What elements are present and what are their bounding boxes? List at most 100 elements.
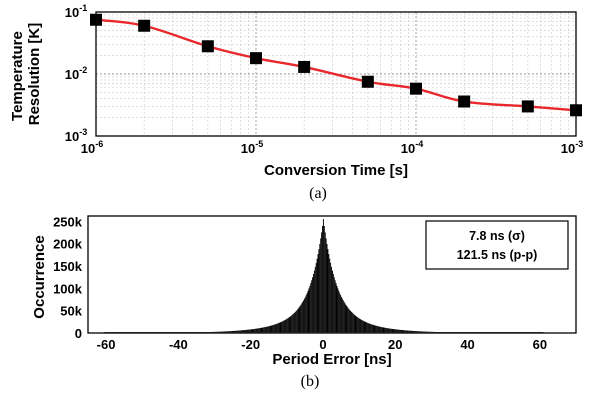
- chart-a-x-axis-label: Conversion Time [s]: [264, 162, 408, 179]
- chart-b-bar: [270, 325, 272, 333]
- chart-b-bar: [358, 318, 360, 333]
- chart-b-bar: [359, 318, 361, 333]
- chart-b-bar: [350, 311, 352, 333]
- chart-b-bar: [377, 326, 379, 333]
- chart-b-bar: [379, 326, 381, 333]
- chart-b-x-tick-label: -20: [241, 337, 260, 352]
- chart-b-bar: [346, 306, 348, 333]
- chart-b-y-tick-label: 100k: [53, 281, 83, 296]
- chart-b-bar: [403, 330, 405, 333]
- chart-b-bar: [386, 328, 388, 333]
- chart-a-series-path: [95, 18, 577, 112]
- chart-b-bar: [239, 330, 241, 333]
- chart-b-bar: [303, 298, 305, 333]
- chart-b-bar: [387, 328, 389, 333]
- chart-b-bar: [367, 322, 369, 333]
- chart-b-bar: [241, 330, 243, 333]
- chart-b-bar: [275, 324, 276, 333]
- chart-b-y-tick-label: 0: [75, 326, 82, 341]
- chart-b-bar: [397, 329, 399, 333]
- chart-b-stats-pp: 121.5 ns (p-p): [457, 248, 538, 262]
- chart-b-bar: [315, 262, 317, 333]
- chart-a-y-axis-label-line2: Resolution [K]: [26, 23, 43, 126]
- chart-b-bar: [300, 304, 302, 333]
- chart-b-bar: [343, 301, 345, 333]
- chart-b-bar: [306, 292, 308, 333]
- chart-b-bar: [260, 327, 262, 333]
- chart-b-bar: [373, 325, 375, 333]
- chart-b-bar: [319, 243, 321, 333]
- chart-b-bar: [349, 309, 351, 333]
- chart-a-plot-frame: [95, 11, 577, 137]
- chart-b-bar: [290, 315, 292, 333]
- chart-b-bar: [242, 330, 244, 333]
- chart-a-y-tick-labels: 10-1 10-2 10-3: [65, 3, 87, 144]
- chart-b-bar: [329, 258, 331, 333]
- chart-b-bar: [380, 326, 382, 333]
- chart-b-bar: [355, 315, 357, 333]
- chart-b-bar: [402, 330, 404, 333]
- chart-b-bar: [397, 329, 398, 333]
- chart-b-bar: [257, 328, 259, 333]
- chart-b-bar: [272, 325, 274, 333]
- chart-b-bar: [372, 324, 374, 333]
- chart-b-bar: [328, 254, 330, 333]
- chart-b-bar: [345, 304, 347, 333]
- chart-b-bar: [295, 310, 297, 333]
- chart-b-bar: [282, 321, 284, 333]
- chart-b-bar: [265, 326, 267, 333]
- chart-b-bar: [378, 326, 380, 333]
- chart-b-bar: [276, 323, 278, 333]
- chart-b-bar: [330, 262, 332, 333]
- chart-b-bar: [262, 327, 264, 333]
- chart-b-bar: [273, 324, 275, 333]
- chart-b-bar: [322, 225, 323, 333]
- chart-b-bar: [249, 329, 251, 333]
- chart-b-bar: [256, 328, 257, 333]
- chart-b-x-tick-label: 60: [533, 337, 547, 352]
- chart-b-bar: [258, 328, 260, 333]
- chart-b-bar: [297, 308, 299, 333]
- chart-b-y-axis-label: Occurrence: [31, 235, 48, 318]
- chart-b-bar: [344, 303, 346, 333]
- chart-b-y-tick-label: 150k: [53, 259, 83, 274]
- chart-b-bar: [363, 321, 365, 333]
- chart-b-bar: [320, 238, 322, 333]
- chart-b-bar: [236, 330, 238, 333]
- chart-b-bar: [246, 329, 248, 333]
- chart-b-bar: [316, 258, 318, 333]
- chart-a-x-tick-labels: 10-6 10-5 10-4 10-3: [81, 139, 583, 156]
- chart-b-bar: [291, 315, 293, 333]
- chart-b-bar: [406, 330, 408, 333]
- chart-b-bar: [362, 320, 364, 333]
- chart-b-bar: [244, 330, 246, 333]
- chart-a-x-tick-label: 10-4: [401, 139, 423, 156]
- chart-b-bar: [253, 329, 255, 333]
- chart-b-bar: [289, 316, 291, 333]
- chart-b-bar: [340, 294, 342, 333]
- chart-a-data-point: [201, 40, 214, 53]
- chart-b-bar: [378, 326, 379, 333]
- chart-b-bar: [412, 330, 414, 333]
- chart-b-bar: [308, 288, 310, 333]
- chart-b-bar: [410, 330, 412, 333]
- chart-b-bar: [294, 311, 296, 333]
- chart-b-bar: [388, 328, 390, 333]
- chart-a-y-axis-label: Temperature Resolution [K]: [9, 23, 43, 126]
- chart-b-bar: [404, 330, 406, 333]
- chart-b-bar: [321, 232, 323, 333]
- chart-b-bar: [408, 330, 410, 333]
- chart-b-bar: [384, 327, 386, 333]
- chart-b-bar: [325, 238, 327, 333]
- chart-a-data-point: [298, 60, 311, 73]
- chart-a-y-tick-label: 10-3: [65, 127, 87, 144]
- chart-b-plot-frame: [87, 215, 577, 334]
- chart-b-bar: [405, 330, 407, 333]
- chart-b-bar: [348, 308, 350, 333]
- chart-b-bar: [275, 323, 277, 333]
- chart-b-bar: [264, 327, 266, 333]
- chart-b-x-tick-label: 40: [460, 337, 474, 352]
- chart-b-bar: [309, 285, 311, 333]
- chart-b-bar: [388, 328, 389, 333]
- chart-a-x-tick-label: 10-3: [561, 139, 583, 156]
